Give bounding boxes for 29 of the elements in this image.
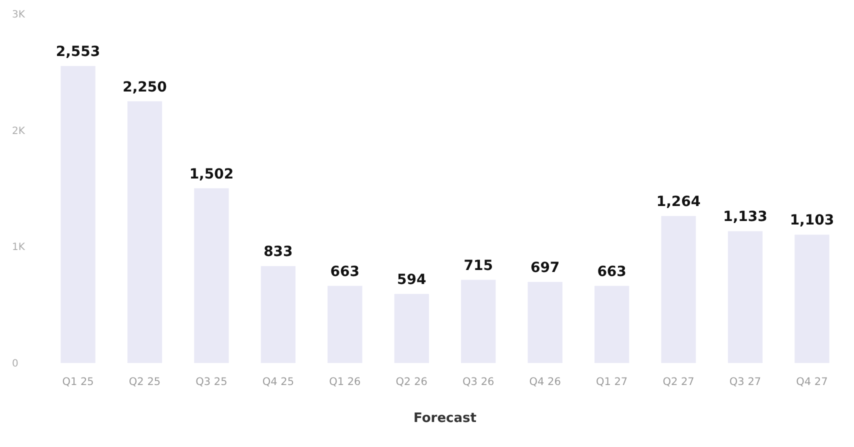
y-tick-label: 1K	[12, 242, 26, 254]
y-tick-label: 3K	[12, 10, 26, 20]
data-label: 1,502	[189, 166, 234, 182]
data-label: 1,103	[790, 212, 834, 229]
x-tick-label: Q2 25	[128, 376, 161, 388]
data-label: 715	[464, 258, 493, 274]
data-label: 663	[597, 264, 626, 280]
x-tick-label: Q3 26	[462, 376, 494, 388]
x-tick-label: Q3 27	[729, 376, 762, 388]
data-label: 833	[264, 244, 293, 260]
y-tick-label: 2K	[12, 126, 26, 137]
data-label: 2,250	[122, 79, 168, 96]
x-tick-label: Q4 25	[262, 376, 294, 388]
x-tick-label: Q3 25	[196, 376, 228, 388]
x-tick-label: Q1 26	[329, 376, 362, 388]
data-label: 594	[397, 272, 427, 288]
data-label: 663	[330, 264, 360, 280]
x-tick-label: Q2 27	[662, 376, 694, 388]
x-tick-label: Q2 26	[396, 376, 428, 388]
x-tick-label: Q1 25	[62, 376, 94, 388]
x-axis-title: Forecast	[414, 411, 476, 426]
data-label: 697	[530, 260, 560, 276]
x-tick-label: Q4 26	[529, 376, 562, 388]
x-tick-label: Q1 27	[596, 376, 628, 388]
data-label: 1,264	[656, 194, 701, 210]
data-label: 1,133	[723, 209, 768, 226]
x-tick-label: Q4 27	[796, 376, 828, 388]
data-label: 2,553	[56, 44, 100, 60]
y-tick-label: 0	[12, 358, 18, 370]
